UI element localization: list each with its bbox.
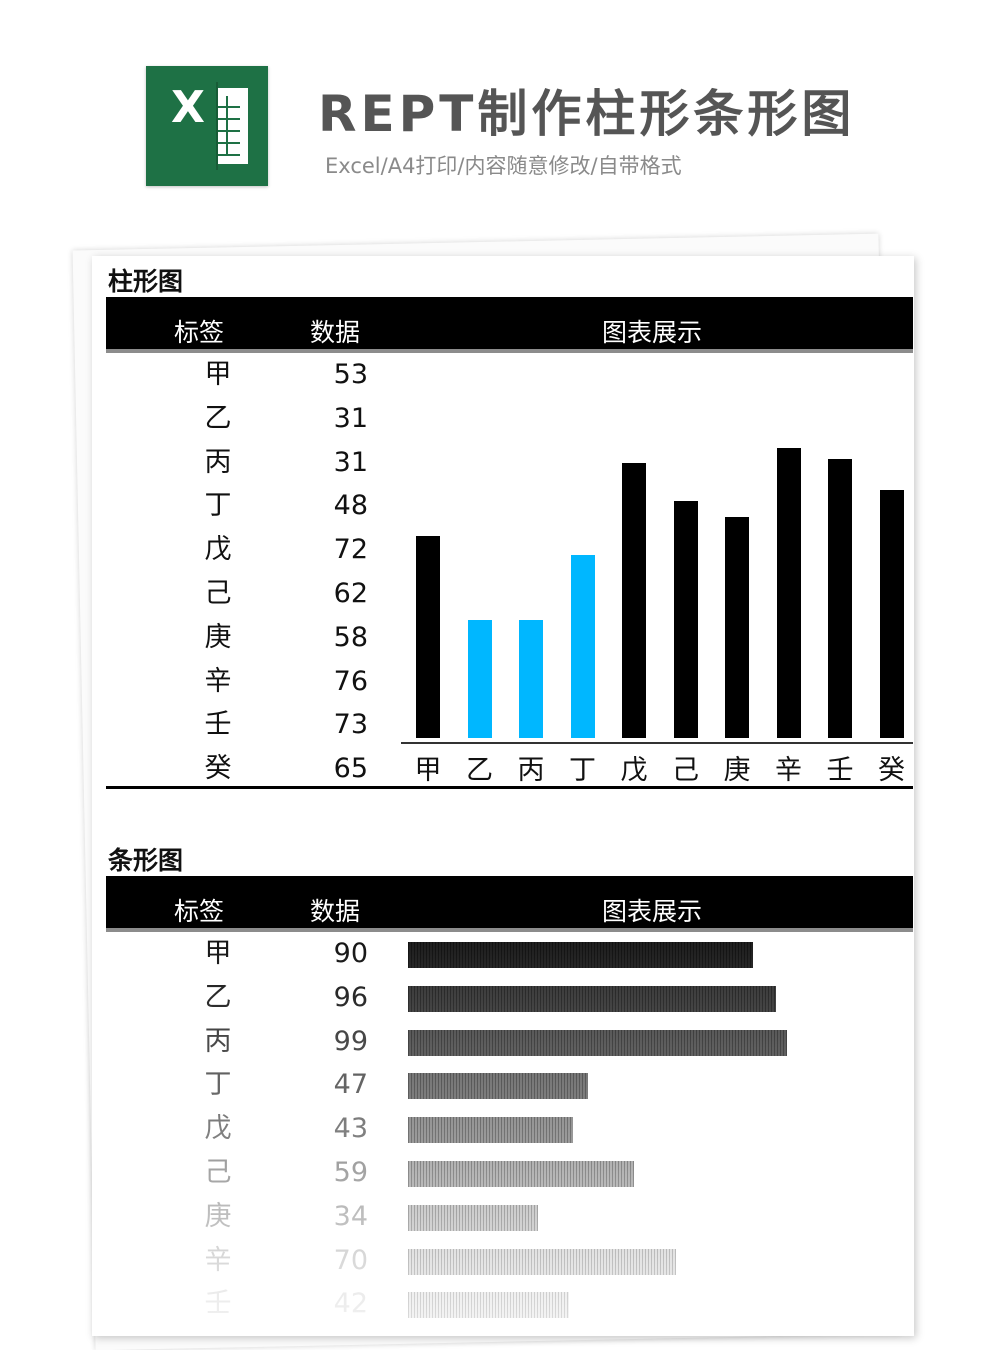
- horizontal-bar: [408, 1248, 677, 1275]
- bar-table-header: 标签 数据 图表展示: [106, 876, 913, 932]
- logo-grid: [214, 96, 240, 156]
- horizontal-bar: [408, 1292, 569, 1319]
- row-value: 73: [333, 709, 368, 741]
- row-value: 31: [333, 446, 368, 478]
- column-bar: [416, 535, 440, 738]
- row-value: 99: [333, 1025, 368, 1057]
- row-value: 59: [333, 1157, 368, 1188]
- row-value: 76: [333, 665, 368, 697]
- row-label: 丁: [204, 1069, 232, 1101]
- row-label: 丙: [204, 446, 232, 478]
- row-value: 96: [333, 981, 368, 1013]
- column-bar: [570, 554, 595, 738]
- column-bar: [776, 448, 801, 738]
- row-value: 53: [333, 359, 368, 390]
- column-chart-tick-label: 辛: [775, 755, 802, 786]
- column-bar: [828, 459, 852, 738]
- column-table-header: 标签 数据 图表展示: [106, 297, 913, 353]
- header-chart: 图表展示: [602, 897, 703, 926]
- header-data: 数据: [310, 318, 361, 347]
- row-value: 70: [333, 1244, 368, 1276]
- column-bar: [879, 489, 904, 738]
- row-value: 47: [333, 1069, 368, 1101]
- row-value: 42: [333, 1288, 368, 1320]
- row-label: 癸: [204, 753, 232, 785]
- row-value: 48: [333, 490, 368, 522]
- column-bar: [519, 619, 543, 738]
- row-label: 己: [204, 1157, 232, 1188]
- row-label: 丙: [204, 1025, 232, 1057]
- row-label: 乙: [204, 402, 232, 434]
- page-subtitle: Excel/A4打印/内容随意修改/自带格式: [325, 154, 682, 178]
- bar-section-title: 条形图: [108, 846, 184, 875]
- column-section-bottom-rule: [106, 786, 913, 789]
- row-label: 辛: [204, 1244, 232, 1276]
- row-value: 31: [333, 402, 368, 434]
- page-title: REPT制作柱形条形图: [318, 85, 856, 143]
- horizontal-bar: [408, 942, 753, 968]
- horizontal-bar: [408, 1029, 788, 1056]
- row-label: 甲: [204, 359, 232, 390]
- column-chart-tick-label: 庚: [723, 755, 751, 786]
- header-label: 标签: [174, 318, 225, 347]
- column-bar: [622, 463, 646, 738]
- horizontal-bar: [408, 985, 776, 1012]
- column-chart-tick-label: 丁: [569, 755, 596, 786]
- column-bar: [673, 501, 698, 738]
- row-label: 壬: [204, 709, 232, 741]
- row-label: 乙: [204, 981, 232, 1013]
- column-bar: [467, 619, 492, 738]
- row-label: 甲: [204, 938, 232, 969]
- row-value: 90: [333, 938, 368, 969]
- column-bar: [725, 516, 749, 738]
- column-chart-tick-label: 甲: [414, 755, 442, 786]
- row-value: 34: [333, 1200, 368, 1232]
- row-value: 43: [333, 1113, 368, 1145]
- row-value: 72: [333, 534, 368, 566]
- horizontal-bar: [408, 1161, 634, 1187]
- header-data: 数据: [310, 897, 361, 926]
- column-chart-tick-label: 己: [672, 755, 699, 786]
- excel-logo-icon: X: [146, 66, 268, 186]
- column-chart-tick-label: 壬: [826, 755, 854, 786]
- row-label: 戊: [204, 1113, 232, 1145]
- row-value: 62: [333, 578, 368, 609]
- column-chart-tick-label: 戊: [620, 755, 648, 786]
- header-chart: 图表展示: [602, 318, 703, 347]
- row-value: 58: [333, 621, 368, 653]
- horizontal-bar: [408, 1204, 539, 1231]
- column-chart-tick-label: 癸: [878, 755, 905, 786]
- row-label: 丁: [204, 490, 232, 522]
- header-label: 标签: [174, 897, 225, 926]
- row-label: 壬: [204, 1288, 232, 1320]
- row-value: 65: [333, 753, 368, 785]
- horizontal-bar: [408, 1073, 588, 1100]
- column-chart-axis: [401, 742, 913, 744]
- column-chart-tick-label: 乙: [466, 755, 493, 786]
- logo-letter: X: [160, 82, 216, 170]
- column-section-title: 柱形图: [108, 267, 184, 296]
- row-label: 戊: [204, 534, 232, 566]
- column-chart-tick-label: 丙: [517, 755, 545, 786]
- row-label: 辛: [204, 665, 232, 697]
- row-label: 庚: [204, 621, 232, 653]
- horizontal-bar: [408, 1117, 573, 1144]
- row-label: 己: [204, 578, 232, 609]
- row-label: 庚: [204, 1200, 232, 1232]
